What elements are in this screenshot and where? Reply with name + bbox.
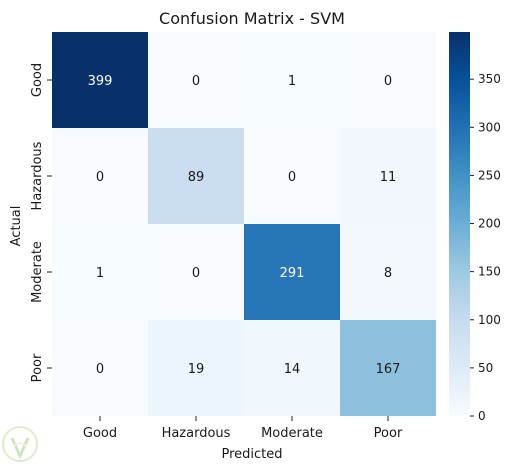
heatmap-cell-label: 89 [188,170,205,185]
heatmap-cell-label: 8 [384,266,392,281]
y-tick-label: Good [30,63,45,97]
colorbar-tick-label: 0 [478,409,486,423]
y-tick-label: Hazardous [30,141,45,210]
x-axis-label: Predicted [221,447,282,462]
heatmap-cell [52,224,148,320]
heatmap-cell-label: 0 [96,362,104,377]
heatmap-cell-label: 0 [192,266,200,281]
heatmap-cell [244,320,340,416]
heatmap-cell-label: 1 [96,266,104,281]
y-tick-label: Poor [30,353,45,382]
heatmap-cell-label: 291 [280,266,305,281]
y-axis-ticks: Good Hazardous Moderate Poor [30,63,52,382]
heatmap-cell-label: 0 [192,74,200,89]
heatmap-cell-label: 0 [96,170,104,185]
colorbar [449,32,470,416]
heatmap-cell-label: 0 [288,170,296,185]
colorbar-tick-label: 150 [478,265,501,279]
heatmap-cell [244,128,340,224]
x-tick-label: Hazardous [162,426,231,441]
colorbar-tick-label: 100 [478,313,501,327]
heatmap-cell-label: 0 [384,74,392,89]
heatmap-cell-label: 167 [376,362,401,377]
colorbar-tick-label: 50 [478,361,493,375]
heatmap-cell [340,224,436,320]
heatmap-cell [340,128,436,224]
heatmap-cell [52,128,148,224]
y-tick-label: Moderate [30,241,45,303]
heatmap-cell [244,32,340,128]
colorbar-tick-label: 200 [478,217,501,231]
heatmap-cell [52,32,148,128]
heatmap-cell [148,320,244,416]
heatmap-cell-label: 19 [188,362,205,377]
heatmap-cell [148,128,244,224]
x-tick-label: Poor [374,426,403,441]
colorbar-tick-label: 300 [478,120,501,134]
heatmap-cell [148,32,244,128]
x-tick-label: Moderate [261,426,323,441]
heatmap-cell-label: 11 [380,170,397,185]
colorbar-ticks: 0 50 100 150 200 250 300 350 [470,72,501,423]
heatmap-cell-label: 399 [88,74,113,89]
heatmap-cell-labels: 399 0 1 00 89 0 111 0 291 80 19 14 167 [88,74,401,377]
heatmap-cell [340,32,436,128]
y-axis-label: Actual [9,206,24,247]
heatmap-cell-label: 14 [284,362,301,377]
colorbar-tick-label: 250 [478,168,501,182]
heatmap-cell-label: 1 [288,74,296,89]
x-axis-ticks: Good Hazardous Moderate Poor [83,416,403,441]
heatmap-cell [244,224,340,320]
x-tick-label: Good [83,426,117,441]
heatmap-cell [340,320,436,416]
watermark-logo [2,426,38,462]
heatmap-cell [148,224,244,320]
heatmap-cell [52,320,148,416]
colorbar-tick-label: 350 [478,72,501,86]
chart-title: Confusion Matrix - SVM [159,9,345,28]
heatmap-cells [52,32,436,416]
